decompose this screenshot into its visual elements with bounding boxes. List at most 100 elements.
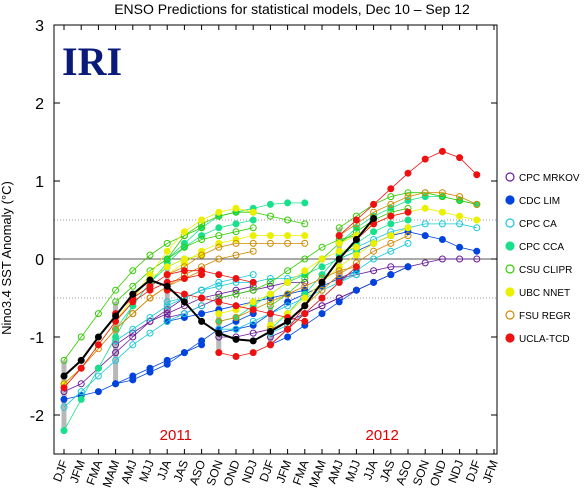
forecast-point (404, 169, 412, 177)
forecast-point (232, 290, 240, 298)
observed-point (335, 255, 343, 263)
forecast-point (163, 263, 171, 271)
forecast-point (215, 298, 223, 306)
forecast-point (232, 251, 240, 259)
y-tick-label: 2 (35, 96, 44, 113)
year-label: 2011 (160, 427, 192, 444)
forecast-point (284, 239, 292, 247)
forecast-point (438, 255, 446, 263)
forecast-point (370, 267, 378, 275)
forecast-point (284, 232, 292, 240)
forecast-point (232, 204, 240, 212)
forecast-point (301, 278, 309, 286)
forecast-point (301, 199, 309, 207)
forecast-point (266, 239, 274, 247)
forecast-point (404, 224, 412, 232)
forecast-point (146, 329, 154, 337)
forecast-point (232, 314, 240, 321)
legend-label: CDC LIM (519, 196, 560, 207)
forecast-point (180, 267, 188, 275)
forecast-point (456, 154, 464, 162)
forecast-point (215, 290, 223, 298)
forecast-point (215, 317, 223, 325)
forecast-point (163, 255, 171, 263)
x-tick-label: JJA (360, 458, 380, 482)
legend-label: CPC CCA (519, 242, 564, 253)
forecast-point (215, 243, 223, 251)
forecast-point (387, 220, 395, 228)
forecast-point (146, 294, 154, 302)
forecast-point (215, 224, 223, 232)
forecast-point (404, 216, 412, 224)
forecast-point (146, 368, 154, 376)
legend-label: UCLA-TCD (519, 334, 570, 345)
forecast-point (370, 247, 378, 255)
forecast-point (335, 224, 343, 232)
forecast-point (456, 212, 464, 220)
legend-label: CSU CLIPR (519, 265, 572, 276)
forecast-point (112, 349, 120, 357)
forecast-point (249, 349, 257, 357)
x-tick-label: NDJ (239, 458, 260, 485)
forecast-point (266, 232, 274, 240)
forecast-point (456, 255, 464, 263)
forecast-point (198, 310, 206, 318)
forecast-point (163, 360, 171, 368)
forecast-point (180, 275, 188, 282)
forecast-point (180, 243, 188, 251)
forecast-point (232, 286, 240, 294)
forecast-point (232, 239, 240, 247)
forecast-point (301, 232, 309, 240)
x-tick-label: AMJ (325, 458, 346, 485)
forecast-point (112, 341, 120, 349)
forecast-point (163, 310, 171, 318)
forecast-line (115, 285, 254, 346)
forecast-point (438, 193, 446, 201)
forecast-line (218, 235, 357, 299)
forecast-point (249, 247, 257, 255)
forecast-point (387, 247, 395, 255)
forecast-point (438, 189, 446, 197)
forecast-point (112, 333, 120, 341)
observed-point (163, 282, 171, 290)
forecast-point (129, 329, 137, 337)
forecast-point (473, 255, 481, 263)
forecast-point (180, 228, 188, 236)
legend-marker (505, 264, 515, 274)
forecast-point (301, 255, 309, 263)
forecast-line (115, 313, 254, 385)
legend: CPC MRKOV CDC LIM CPC CA CPC CCA CSU CLIPR UB… (505, 172, 580, 345)
legend-label: UBC NNET (519, 288, 570, 299)
forecast-point (146, 282, 154, 290)
observed-point (146, 276, 154, 284)
forecast-point (352, 271, 360, 279)
forecast-point (387, 271, 395, 279)
forecast-point (421, 204, 429, 212)
forecast-point (232, 353, 240, 360)
forecast-point (146, 314, 154, 321)
forecast-point (473, 171, 481, 179)
forecast-point (77, 380, 85, 388)
forecast-point (284, 278, 292, 286)
forecast-point (94, 341, 102, 349)
forecast-point (249, 224, 257, 232)
forecast-point (198, 294, 206, 302)
year-label: 2012 (366, 427, 399, 444)
forecast-point (301, 317, 309, 325)
forecast-line (338, 192, 477, 229)
observed-point (370, 214, 378, 222)
forecast-point (335, 271, 343, 279)
forecast-point (438, 236, 446, 243)
x-tick-label: JJA (154, 458, 174, 482)
observed-point (60, 372, 68, 380)
forecast-point (112, 380, 120, 388)
forecast-point (421, 220, 429, 228)
legend-marker (505, 310, 515, 320)
forecast-point (215, 208, 223, 216)
forecast-point (249, 329, 257, 337)
forecast-point (473, 216, 481, 224)
forecast-point (301, 239, 309, 247)
forecast-point (335, 239, 343, 247)
forecast-point (421, 155, 429, 163)
